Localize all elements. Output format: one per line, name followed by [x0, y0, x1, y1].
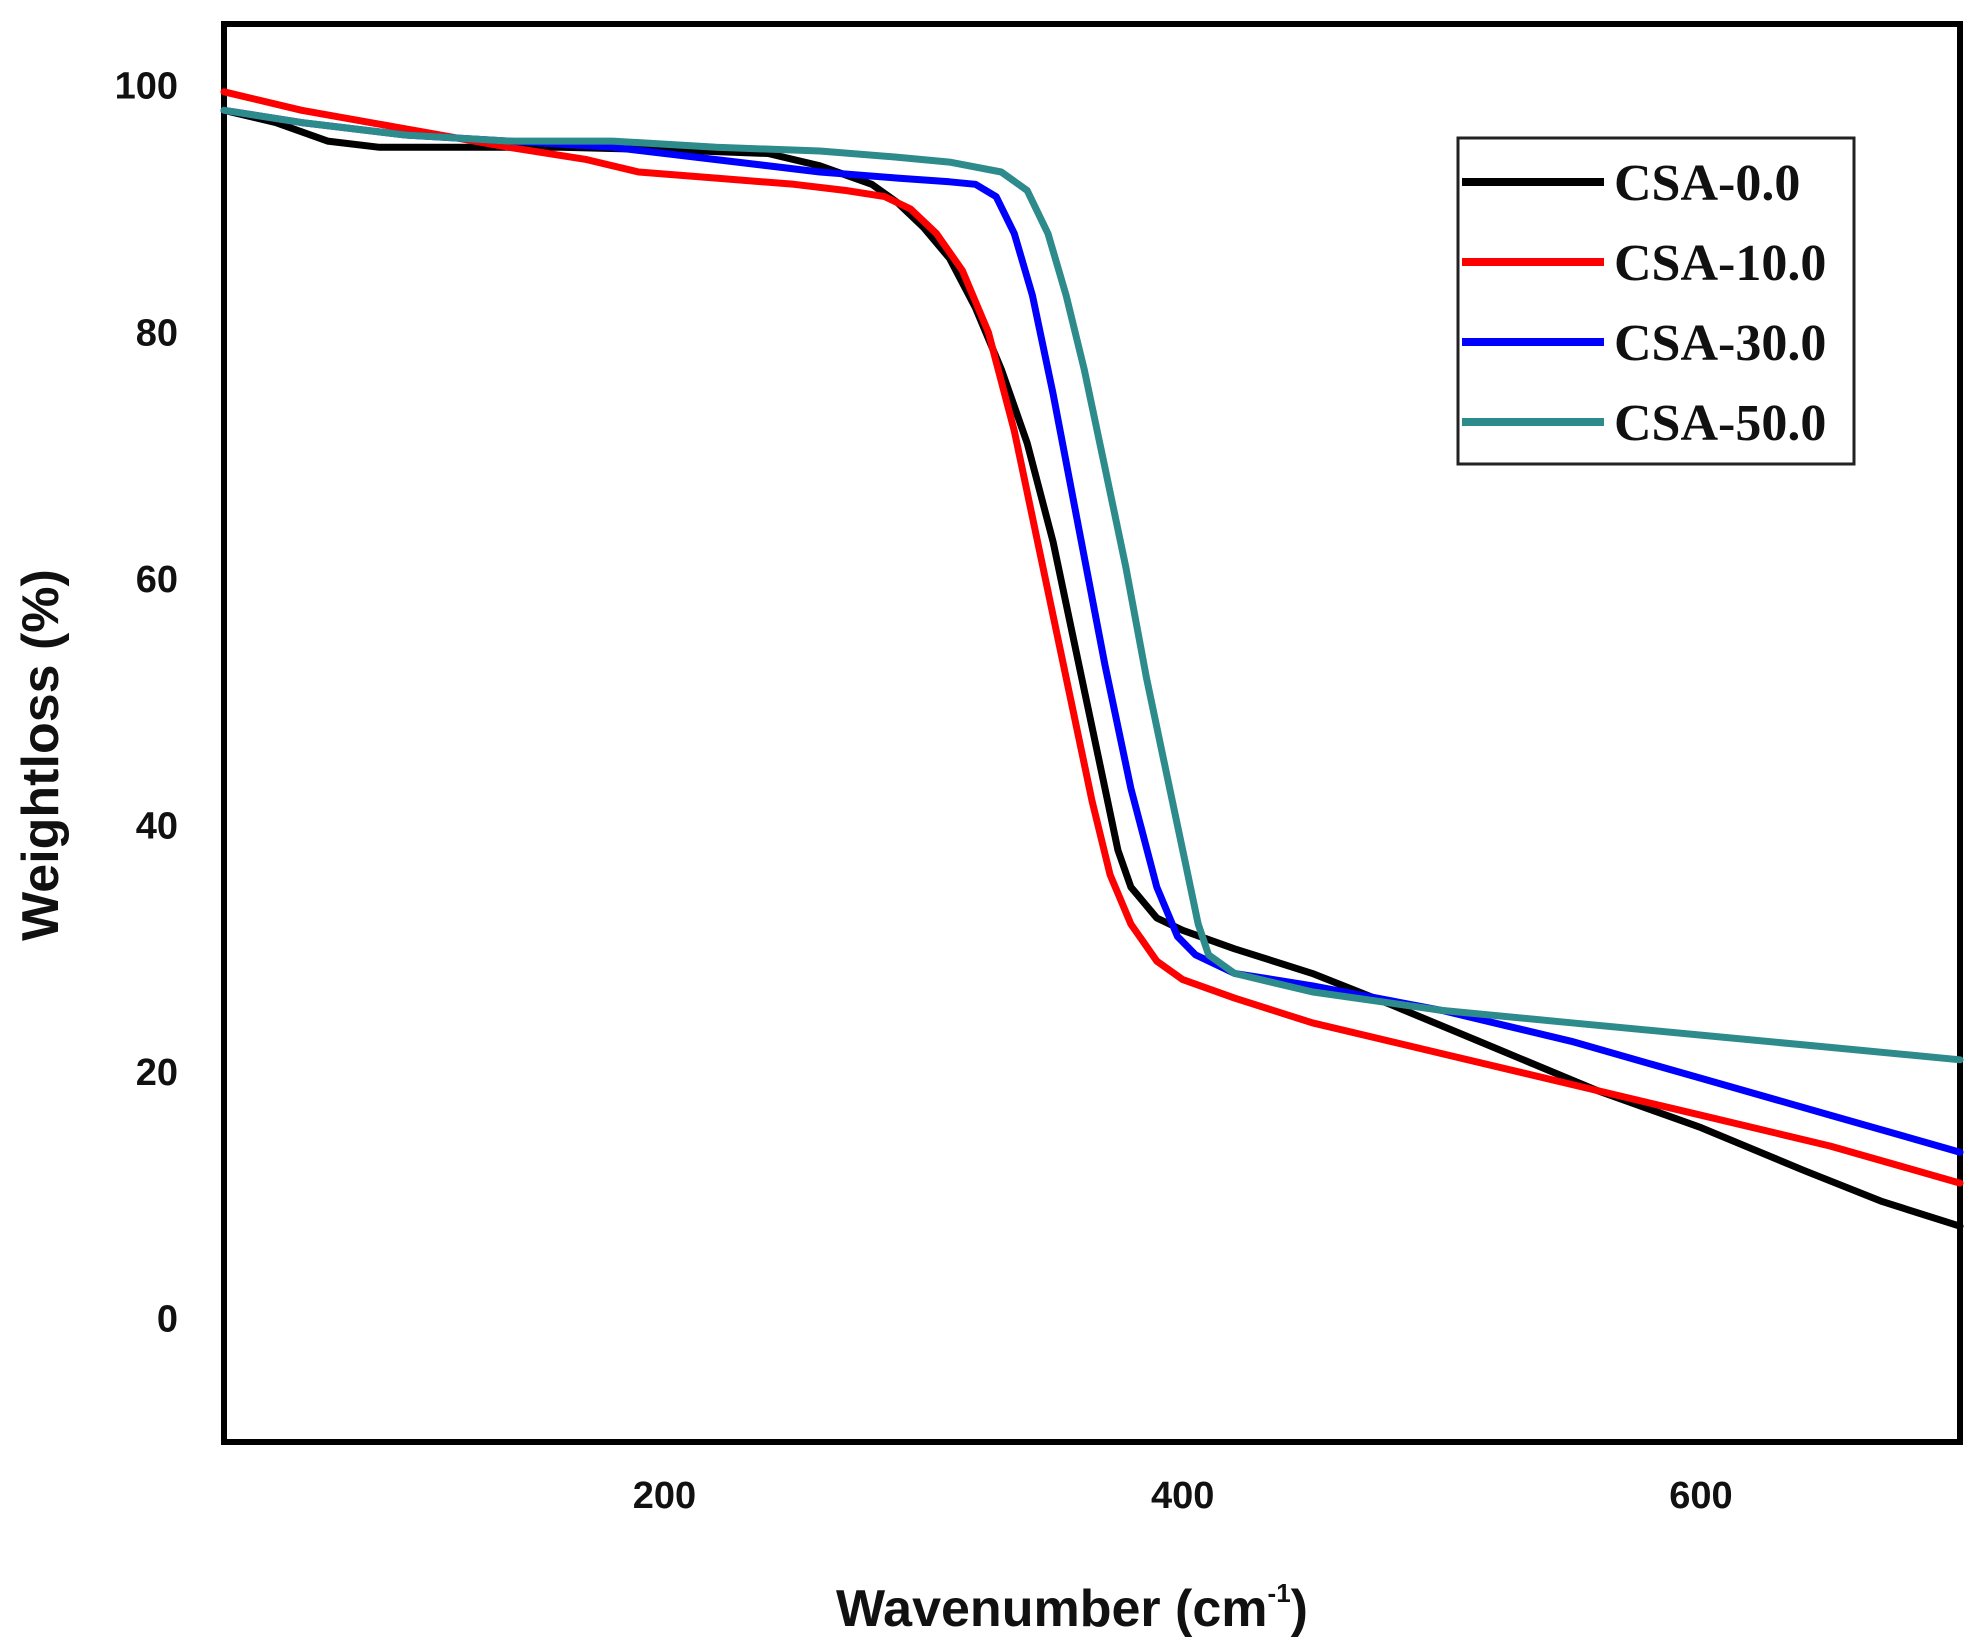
y-tick-label: 60	[136, 559, 178, 601]
x-tick-label: 200	[633, 1475, 696, 1517]
legend-label: CSA-0.0	[1614, 155, 1800, 212]
series-layer	[220, 88, 1964, 1230]
x-tick-label: 600	[1669, 1475, 1732, 1517]
x-tick-label: 400	[1151, 1475, 1214, 1517]
series-line-csa-10-0	[220, 88, 1964, 1187]
series-line-csa-50-0	[220, 106, 1964, 1064]
legend-label: CSA-30.0	[1614, 315, 1826, 372]
y-tick-label: 20	[136, 1052, 178, 1094]
legend-label: CSA-10.0	[1614, 235, 1826, 292]
legend: CSA-0.0 CSA-10.0 CSA-30.0 CSA-50.0	[1456, 136, 1856, 466]
legend-entries: CSA-0.0 CSA-10.0 CSA-30.0 CSA-50.0	[1462, 155, 1826, 452]
x-axis-title-superscript: -1	[1268, 1578, 1291, 1608]
legend-box	[1456, 136, 1856, 466]
x-axis-title-main: Wavenumber (cm	[836, 1580, 1268, 1638]
x-axis-title: Wavenumber (cm-1)	[836, 1578, 1308, 1638]
x-axis-title-close: )	[1291, 1580, 1308, 1638]
y-tick-label: 100	[115, 66, 178, 108]
y-tick-label: 0	[157, 1299, 178, 1341]
y-tick-label: 80	[136, 312, 178, 354]
y-tick-labels: 0 20 40 60 80 100	[115, 66, 178, 1341]
y-axis-title: Weightloss (%)	[12, 569, 70, 941]
x-tick-labels: 200 400 600	[633, 1475, 1733, 1517]
legend-label: CSA-50.0	[1614, 395, 1826, 452]
y-tick-label: 40	[136, 805, 178, 847]
